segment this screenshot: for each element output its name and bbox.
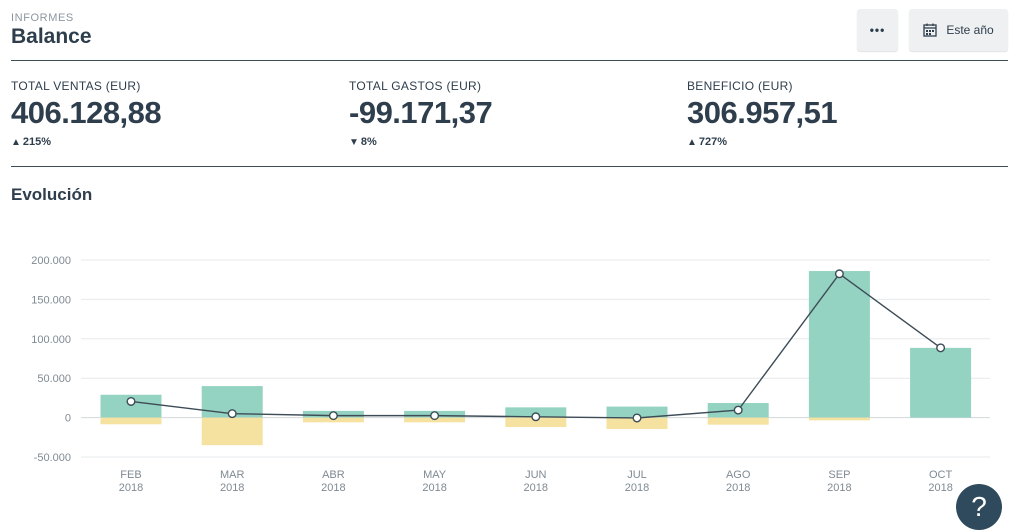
more-icon: ••• bbox=[869, 23, 886, 37]
x-tick-label: OCT bbox=[929, 469, 953, 481]
kpi-change-value: 215% bbox=[22, 136, 52, 148]
kpi-value: -99.171,37 bbox=[349, 95, 493, 130]
income-bar bbox=[606, 406, 668, 418]
x-tick-year: 2018 bbox=[625, 482, 649, 494]
arrow-up-icon: ▲ bbox=[687, 137, 697, 148]
y-tick-label: 100.000 bbox=[31, 334, 71, 346]
x-tick-label: ABR bbox=[322, 469, 345, 481]
x-tick-label: AGO bbox=[726, 469, 751, 481]
kpi-total-sales: TOTAL VENTAS (EUR) 406.128,88 ▲ 215% bbox=[11, 79, 162, 148]
expense-bar bbox=[808, 417, 870, 421]
y-tick-label: -50.000 bbox=[34, 452, 71, 464]
y-tick-label: 150.000 bbox=[31, 294, 71, 306]
header-divider bbox=[11, 60, 1008, 61]
x-tick-year: 2018 bbox=[220, 482, 244, 494]
kpi-label: BENEFICIO (EUR) bbox=[687, 79, 793, 93]
profit-point bbox=[632, 413, 642, 423]
x-tick-label: MAR bbox=[220, 469, 245, 481]
x-tick-label: JUN bbox=[525, 469, 546, 481]
income-bar bbox=[910, 347, 972, 418]
kpi-change: ▲ 727% bbox=[687, 136, 837, 148]
profit-point bbox=[328, 411, 338, 421]
profit-point bbox=[531, 412, 541, 422]
x-tick-year: 2018 bbox=[321, 482, 345, 494]
kpi-change: ▲ 215% bbox=[11, 136, 161, 148]
kpi-change-value: 8% bbox=[360, 136, 377, 148]
x-tick-label: SEP bbox=[828, 469, 850, 481]
income-bar bbox=[100, 394, 162, 418]
section-title: Evolución bbox=[11, 185, 93, 204]
y-tick-label: 200.000 bbox=[31, 255, 71, 267]
profit-point bbox=[834, 269, 844, 279]
more-options-button[interactable]: ••• bbox=[857, 9, 898, 51]
x-tick-year: 2018 bbox=[119, 482, 143, 494]
profit-point bbox=[733, 405, 743, 415]
expense-bar bbox=[606, 417, 668, 430]
y-tick-label: 50.000 bbox=[37, 373, 71, 385]
period-label: Este año bbox=[946, 23, 994, 37]
x-tick-label: JUL bbox=[627, 469, 647, 481]
income-bar bbox=[808, 271, 870, 418]
calendar-icon bbox=[923, 23, 937, 37]
kpi-change-value: 727% bbox=[698, 136, 728, 148]
profit-point bbox=[227, 409, 237, 419]
kpi-total-expenses: TOTAL GASTOS (EUR) -99.171,37 ▼ 8% bbox=[349, 79, 493, 148]
y-tick-label: 0 bbox=[65, 413, 71, 425]
kpi-divider bbox=[11, 166, 1008, 167]
x-tick-label: FEB bbox=[120, 469, 141, 481]
kpi-value: 406.128,88 bbox=[11, 95, 162, 130]
arrow-up-icon: ▲ bbox=[11, 137, 21, 148]
x-tick-year: 2018 bbox=[726, 482, 750, 494]
help-icon: ? bbox=[971, 491, 987, 522]
kpi-change: ▼ 8% bbox=[349, 136, 492, 148]
x-tick-year: 2018 bbox=[422, 482, 446, 494]
profit-point bbox=[430, 411, 440, 421]
page-title: Balance bbox=[11, 25, 92, 48]
expense-bar bbox=[505, 417, 567, 428]
x-tick-year: 2018 bbox=[827, 482, 851, 494]
report-eyebrow: INFORMES bbox=[11, 12, 74, 24]
help-button[interactable]: ? bbox=[956, 484, 1002, 530]
expense-bar bbox=[707, 417, 769, 425]
x-tick-year: 2018 bbox=[524, 482, 548, 494]
period-selector-button[interactable]: Este año bbox=[909, 9, 1008, 51]
profit-point bbox=[126, 396, 136, 406]
expense-bar bbox=[100, 417, 162, 425]
kpi-label: TOTAL GASTOS (EUR) bbox=[349, 79, 482, 93]
kpi-profit: BENEFICIO (EUR) 306.957,51 ▲ 727% bbox=[687, 79, 838, 148]
arrow-down-icon: ▼ bbox=[349, 137, 359, 148]
profit-point bbox=[936, 343, 946, 353]
x-tick-year: 2018 bbox=[928, 482, 952, 494]
kpi-label: TOTAL VENTAS (EUR) bbox=[11, 79, 141, 93]
x-tick-label: MAY bbox=[423, 469, 447, 481]
expense-bar bbox=[201, 417, 263, 446]
kpi-value: 306.957,51 bbox=[687, 95, 838, 130]
evolution-chart: 200.000150.000100.00050.0000-50.000FEB20… bbox=[31, 255, 990, 494]
